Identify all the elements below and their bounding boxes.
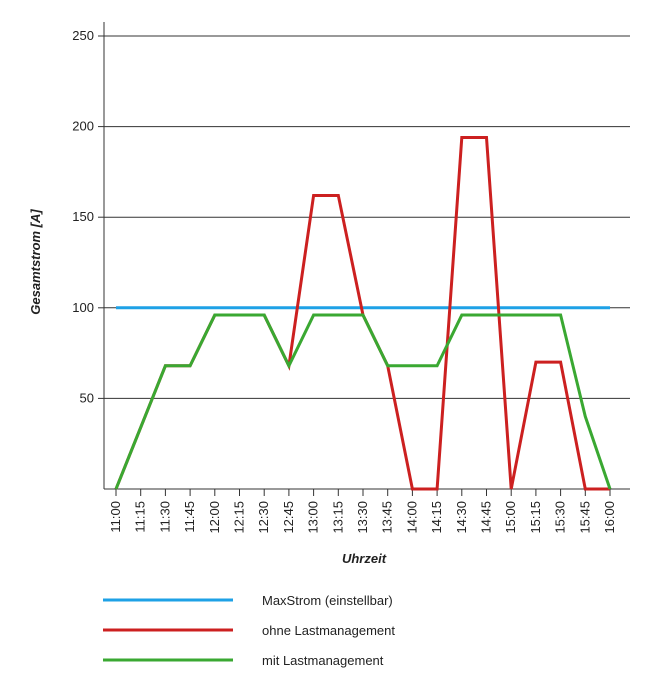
x-axis-title: Uhrzeit bbox=[342, 551, 387, 566]
x-tick-label: 12:30 bbox=[256, 501, 271, 534]
x-tick-label: 13:00 bbox=[306, 501, 321, 534]
x-tick-label: 12:45 bbox=[281, 501, 296, 534]
y-tick-label: 200 bbox=[72, 119, 94, 134]
series-lines bbox=[114, 135, 612, 491]
x-tick-label: 15:00 bbox=[503, 501, 518, 534]
y-tick-label: 100 bbox=[72, 300, 94, 315]
x-tick-label: 11:00 bbox=[108, 501, 123, 533]
x-tick-label: 13:30 bbox=[355, 501, 370, 534]
x-tick-label: 16:00 bbox=[602, 501, 617, 534]
x-tick-label: 14:30 bbox=[454, 501, 469, 534]
x-tick-label: 14:00 bbox=[404, 501, 419, 534]
x-tick-label: 15:45 bbox=[577, 501, 592, 534]
grid-lines bbox=[103, 22, 630, 490]
x-tick-label: 13:45 bbox=[380, 501, 395, 534]
legend-label: mit Lastmanagement bbox=[262, 653, 384, 668]
x-tick-label: 11:45 bbox=[182, 501, 197, 533]
x-tick-label: 14:15 bbox=[429, 501, 444, 534]
y-tick-label: 250 bbox=[72, 28, 94, 43]
y-tick-label: 150 bbox=[72, 209, 94, 224]
x-tick-label: 15:15 bbox=[528, 501, 543, 534]
x-tick-label: 11:15 bbox=[133, 501, 148, 533]
x-tick-label: 12:00 bbox=[207, 501, 222, 534]
legend-label: MaxStrom (einstellbar) bbox=[262, 593, 393, 608]
x-axis-ticks: 11:00 11:15 11:30 11:45 12:00 12:15 12:30 12:45… bbox=[108, 489, 617, 534]
x-tick-label: 15:30 bbox=[553, 501, 568, 534]
y-axis-ticks: 50 100 150 200 250 bbox=[72, 28, 104, 405]
y-axis-title: Gesamtstrom [A] bbox=[28, 209, 43, 315]
x-tick-label: 11:30 bbox=[157, 501, 172, 533]
legend-label: ohne Lastmanagement bbox=[262, 623, 395, 638]
x-tick-label: 14:45 bbox=[479, 501, 494, 534]
legend: MaxStrom (einstellbar) ohne Lastmanagemen… bbox=[103, 593, 395, 668]
x-tick-label: 13:15 bbox=[330, 501, 345, 534]
x-tick-label: 12:15 bbox=[232, 501, 247, 534]
series-line-mit-lastmanagement bbox=[114, 313, 612, 490]
y-tick-label: 50 bbox=[80, 390, 94, 405]
series-line-ohne-lastmanagement bbox=[114, 135, 610, 491]
